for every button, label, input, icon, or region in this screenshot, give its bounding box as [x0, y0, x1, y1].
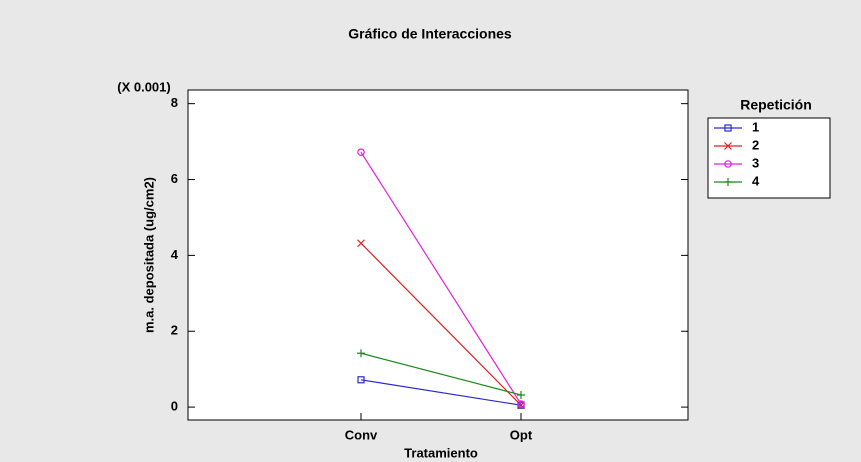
- legend-label: 4: [752, 173, 760, 188]
- point: [357, 376, 365, 384]
- x-tick-label: Conv: [345, 427, 378, 442]
- point: [357, 349, 365, 358]
- legend-title: Repetición: [740, 97, 812, 113]
- legend-box: [707, 117, 831, 199]
- legend-label: 2: [752, 137, 759, 152]
- plot-area: [187, 89, 689, 421]
- series-line: [360, 379, 522, 406]
- x-tick-label: Opt: [510, 427, 533, 442]
- y-axis-title: m.a. depositada (ug/cm2): [141, 177, 156, 333]
- point: [517, 401, 525, 410]
- legend-label: 1: [752, 119, 759, 134]
- point: [517, 390, 525, 399]
- y-tick-label: 2: [171, 323, 178, 338]
- x-axis-title: Tratamiento: [404, 445, 478, 460]
- y-tick-label: 6: [171, 171, 178, 186]
- point: [357, 148, 365, 157]
- series-line: [360, 151, 522, 405]
- y-tick-label: 8: [171, 95, 178, 110]
- chart-title: Gráfico de Interacciones: [348, 26, 512, 42]
- point: [517, 400, 525, 408]
- series-line: [360, 242, 522, 406]
- legend-marker: [724, 178, 732, 186]
- legend-marker: [724, 124, 732, 132]
- y-tick-label: 0: [171, 399, 178, 414]
- y-tick-label: 4: [171, 247, 179, 262]
- y-scale-note: (X 0.001): [117, 79, 170, 94]
- point: [357, 239, 365, 248]
- series-line: [360, 352, 522, 396]
- legend-marker: [724, 160, 732, 168]
- legend-label: 3: [752, 155, 759, 170]
- legend-marker: [724, 142, 732, 150]
